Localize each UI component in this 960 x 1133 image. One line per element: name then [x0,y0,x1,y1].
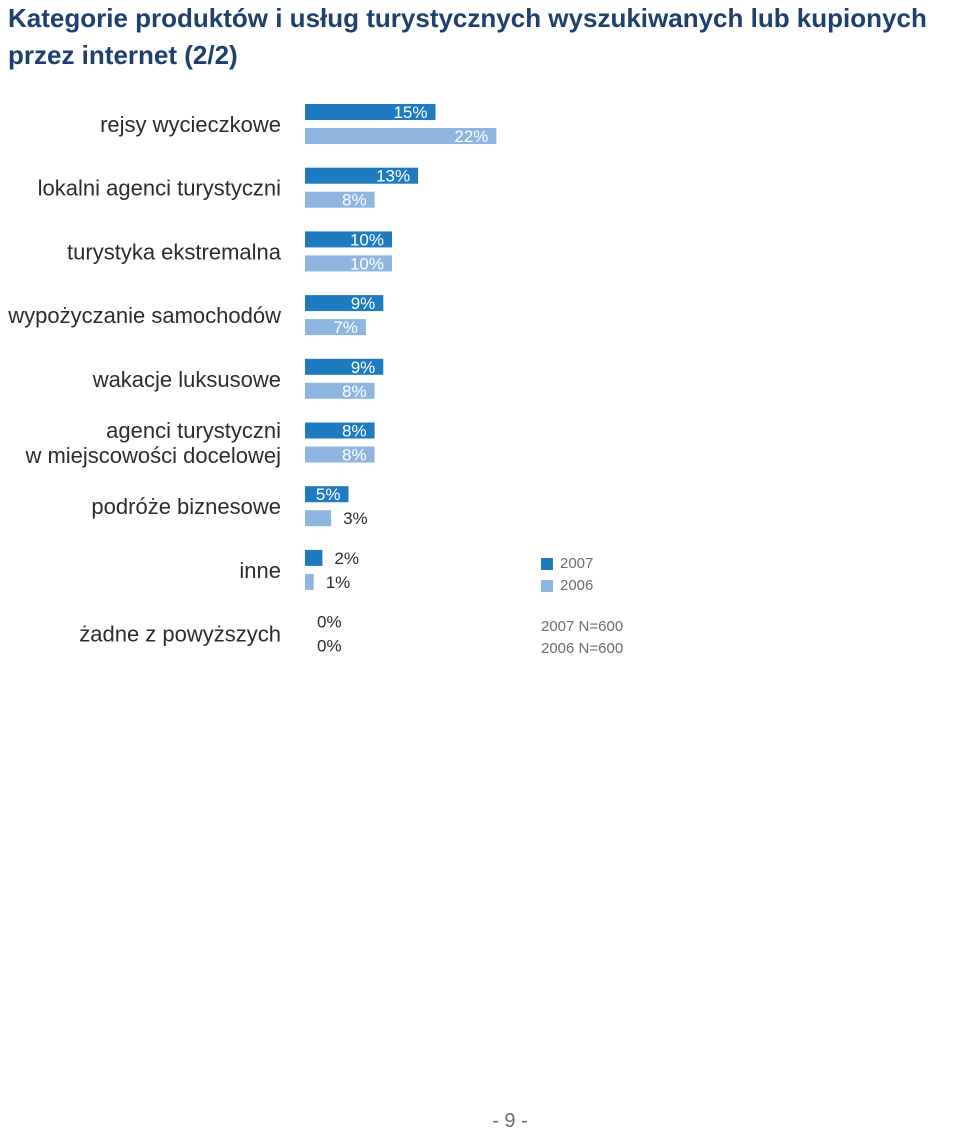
bar-2007 [305,231,392,248]
legend-swatch-2006 [541,580,553,592]
data-label-2006: 8% [342,446,367,465]
data-label-2006: 0% [317,637,342,656]
legend-label-2006: 2006 [560,577,594,594]
category-label: lokalni agenci turystyczni [38,176,281,201]
data-label-2006: 8% [342,191,367,210]
bar-2007 [305,422,375,439]
sample-size-note-2007: 2007 N=600 [541,618,624,635]
data-label-2006: 1% [326,573,351,592]
bar-2007 [305,295,384,312]
bar-2007 [305,486,349,503]
category-label: wypożyczanie samochodów [7,303,281,328]
data-label-2006: 10% [350,254,384,273]
category-label: rejsy wycieczkowe [100,112,281,137]
data-label-2006: 8% [342,382,367,401]
bar-2006 [305,191,375,208]
bar-2006 [305,446,375,463]
data-label-2007: 10% [350,230,384,249]
bar-2007 [305,104,436,120]
data-label-2007: 15% [393,103,427,122]
bar-2006 [305,573,314,590]
category-label: inne [239,558,281,583]
bar-2006 [305,510,332,527]
bar-2007 [305,549,323,566]
data-label-2006: 3% [343,509,368,528]
data-label-2007: 8% [342,422,367,441]
category-label: turystyka ekstremalna [67,239,282,264]
category-label: wakacje luksusowe [92,367,281,392]
data-label-2007: 9% [351,358,376,377]
chart-title: Kategorie produktów i usług turystycznyc… [8,3,927,70]
data-label-2007: 9% [351,294,376,313]
bar-2007 [305,167,419,184]
page-number: - 9 - [492,1110,528,1132]
data-label-2006: 22% [454,127,488,146]
bar-2006 [305,319,366,336]
bar-2006 [305,382,375,399]
legend-swatch-2007 [541,558,553,570]
data-label-2007: 13% [376,167,410,186]
category-label: w miejscowości docelowej [24,443,281,468]
bar-2006 [305,255,392,272]
bar-2007 [305,358,384,375]
data-label-2007: 5% [316,485,341,504]
category-label: agenci turystyczni [106,418,281,443]
bar-chart: rejsy wycieczkowe 15% 22% lokalni agenci tu… [7,103,497,656]
legend-label-2007: 2007 [560,555,594,572]
data-label-2006: 7% [333,318,358,337]
category-label: podróże biznesowe [91,494,281,519]
bar-2006 [305,128,497,144]
data-label-2007: 2% [334,549,359,568]
data-label-2007: 0% [317,613,342,632]
sample-size-note-2006: 2006 N=600 [541,640,624,657]
category-label: żadne z powyższych [79,622,281,647]
